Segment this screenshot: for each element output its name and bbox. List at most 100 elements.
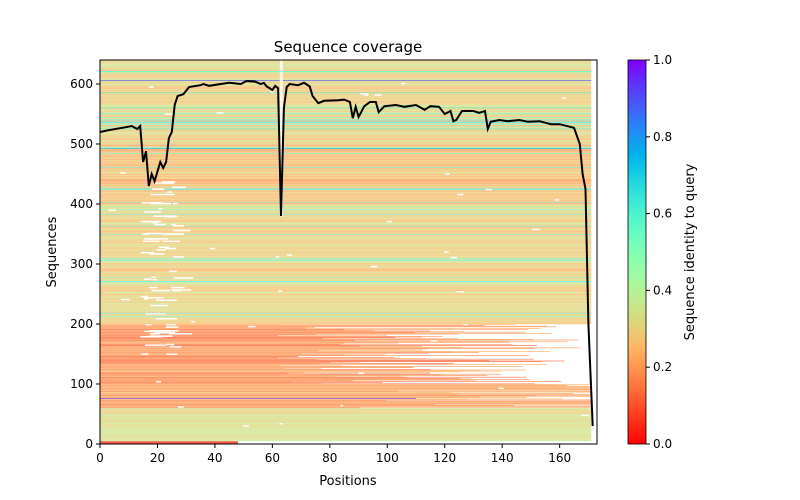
gap-mark <box>279 87 283 88</box>
coverage-row <box>100 400 387 401</box>
coverage-row <box>100 342 399 344</box>
gap-mark <box>454 329 463 331</box>
coverage-row <box>100 333 459 335</box>
coverage-row <box>100 179 592 181</box>
coverage-row <box>100 175 592 176</box>
coverage-row <box>100 190 592 191</box>
gap-mark <box>158 208 163 210</box>
coverage-row <box>100 134 592 136</box>
coverage-row <box>100 120 592 122</box>
coverage-row <box>100 433 592 434</box>
coverage-row <box>100 222 592 223</box>
gap-mark <box>161 181 176 183</box>
gap-mark <box>143 298 149 300</box>
coverage-row <box>100 132 592 133</box>
coverage-row <box>100 318 592 319</box>
gap-mark <box>171 286 185 289</box>
coverage-row <box>100 442 238 444</box>
coverage-row <box>100 363 321 365</box>
coverage-row <box>100 342 509 343</box>
gap-mark <box>279 60 283 62</box>
coverage-row <box>100 366 413 368</box>
coverage-row <box>100 88 592 90</box>
colorbar-tick-label: 0.6 <box>653 207 672 221</box>
coverage-row <box>100 277 592 278</box>
gap-mark <box>279 131 283 133</box>
gap-mark <box>279 156 283 158</box>
gap-mark <box>279 71 283 73</box>
gap-mark <box>153 215 178 217</box>
coverage-row <box>100 284 592 286</box>
coverage-row <box>100 354 345 356</box>
gap-mark <box>172 202 179 205</box>
coverage-row <box>100 154 592 155</box>
coverage-row <box>100 96 592 98</box>
gap-mark <box>144 344 166 346</box>
coverage-row <box>100 153 592 154</box>
gap-mark <box>172 186 186 189</box>
coverage-row <box>100 406 592 408</box>
coverage-row <box>100 292 592 293</box>
coverage-row <box>100 269 592 271</box>
coverage-row <box>100 300 592 302</box>
coverage-row <box>100 372 431 374</box>
coverage-row <box>100 367 415 368</box>
gap-mark <box>150 333 161 335</box>
coverage-row <box>100 419 592 421</box>
coverage-row <box>100 92 592 94</box>
coverage-row <box>100 427 592 428</box>
coverage-row <box>100 305 592 307</box>
coverage-row <box>100 105 592 107</box>
coverage-row <box>100 70 592 72</box>
coverage-row <box>100 289 592 291</box>
coverage-row <box>100 66 592 67</box>
coverage-row <box>100 439 592 441</box>
coverage-row <box>100 364 281 366</box>
coverage-row <box>100 67 592 69</box>
gap-mark <box>279 161 283 163</box>
coverage-row <box>100 62 592 64</box>
coverage-row <box>100 394 592 396</box>
gap-mark <box>279 145 283 147</box>
gap-mark <box>279 101 283 103</box>
gap-mark <box>554 199 560 201</box>
gap-mark <box>279 149 283 151</box>
coverage-row <box>100 413 592 415</box>
coverage-row <box>100 307 592 308</box>
coverage-row <box>100 69 592 70</box>
coverage-row <box>100 144 592 146</box>
gap-mark <box>168 333 193 335</box>
coverage-row <box>100 352 479 353</box>
colorbar-axis: 0.0 0.2 0.4 0.6 0.8 1.0 <box>646 53 672 451</box>
coverage-row <box>100 319 592 320</box>
coverage-row <box>100 98 592 100</box>
coverage-row <box>100 219 592 221</box>
gap-mark <box>457 193 464 196</box>
coverage-row <box>100 331 526 333</box>
coverage-row <box>100 103 592 104</box>
gap-mark <box>167 191 173 193</box>
coverage-row <box>100 405 592 407</box>
coverage-row <box>100 432 592 434</box>
coverage-row <box>100 409 592 411</box>
coverage-row <box>100 341 569 343</box>
coverage-row <box>100 309 592 310</box>
coverage-row <box>100 333 553 334</box>
gap-mark <box>169 270 177 273</box>
coverage-row <box>100 120 592 121</box>
coverage-row <box>100 294 592 295</box>
x-axis: 0 20 40 60 80 100 120 140 160 <box>96 444 571 465</box>
coverage-row <box>100 286 592 288</box>
gap-mark <box>445 173 450 175</box>
coverage-row <box>100 91 592 93</box>
coverage-row <box>100 430 592 432</box>
coverage-row <box>100 297 592 298</box>
coverage-row <box>100 374 441 376</box>
gap-mark <box>279 155 283 157</box>
coverage-row <box>100 82 592 83</box>
coverage-row <box>100 304 592 306</box>
coverage-row <box>100 427 592 429</box>
x-tick-label: 40 <box>207 451 222 465</box>
gap-mark <box>386 220 393 223</box>
coverage-row <box>100 223 592 224</box>
